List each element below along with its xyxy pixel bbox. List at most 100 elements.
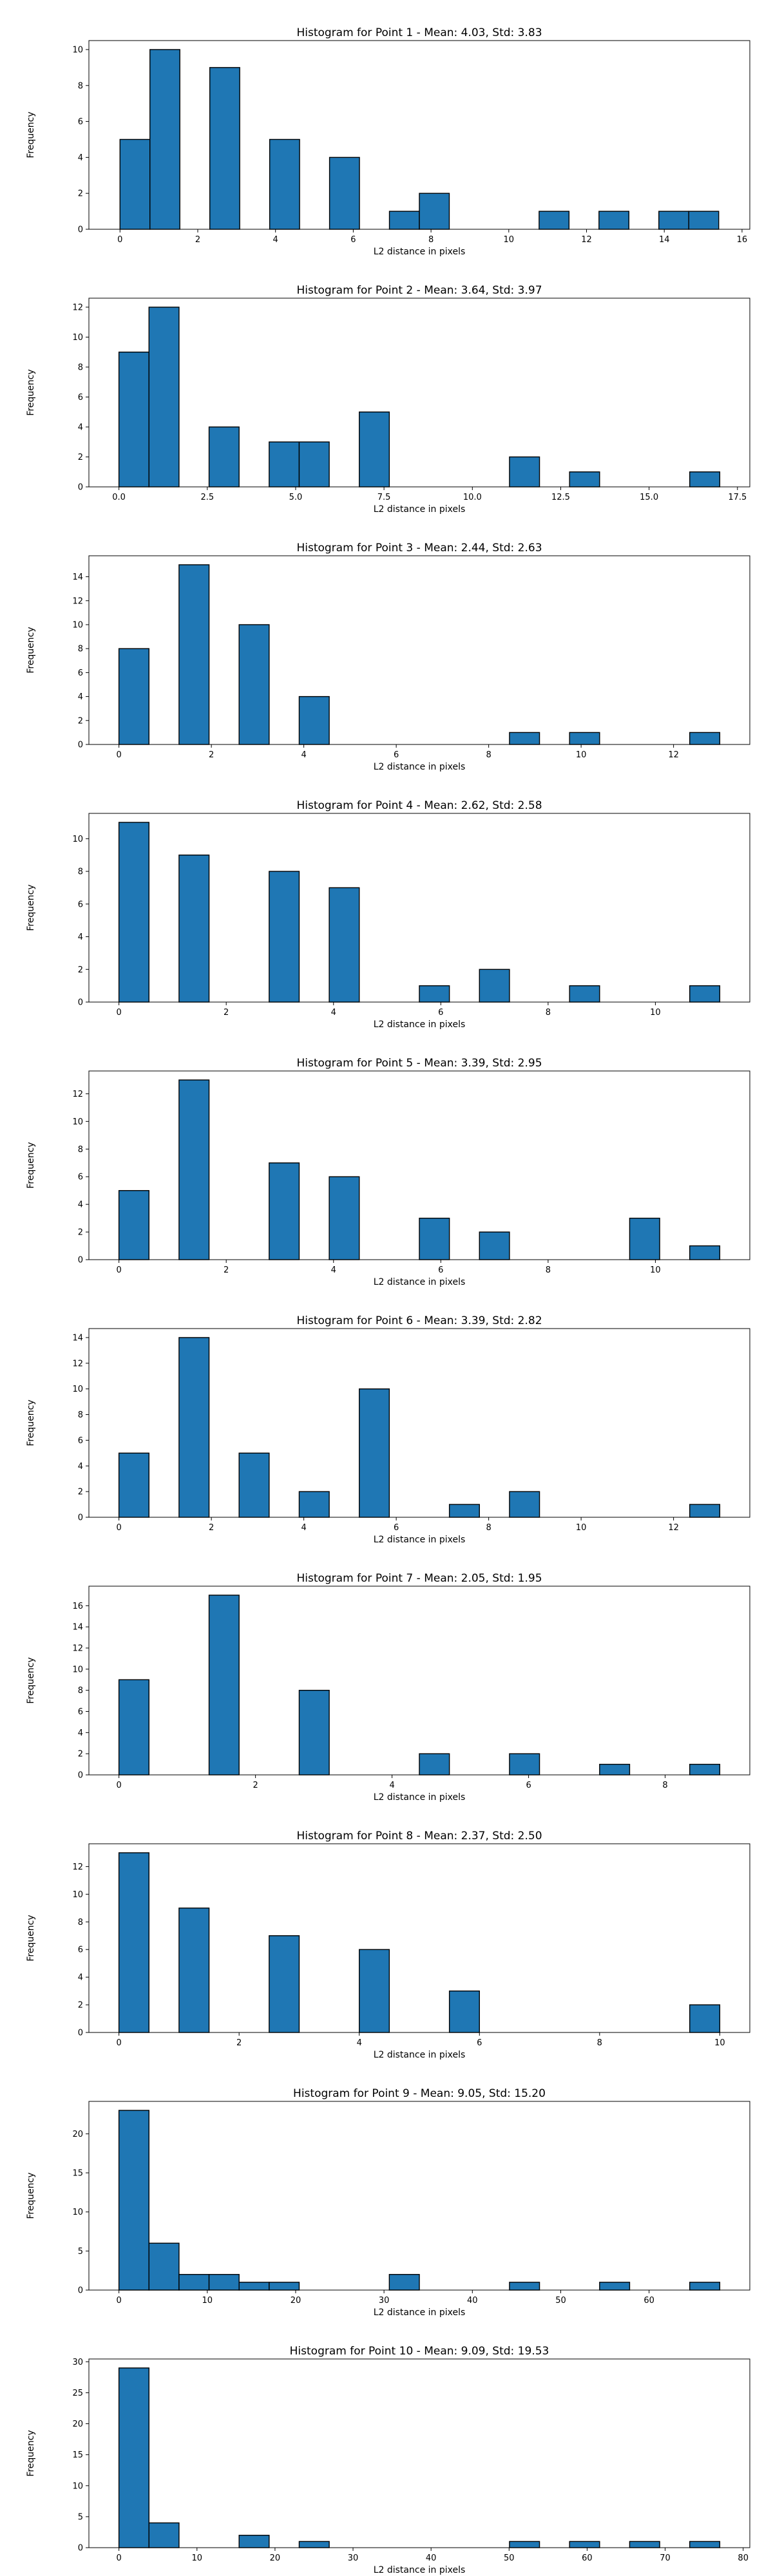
histogram-bar — [689, 1763, 721, 1776]
histogram-bar — [269, 138, 300, 230]
y-tick-label: 0 — [78, 1513, 83, 1523]
histogram-bar — [448, 1504, 480, 1518]
histogram-panel-3: Histogram for Point 3 - Mean: 2.44, Std:… — [26, 542, 750, 772]
histogram-bar — [689, 1245, 721, 1260]
chart-title: Histogram for Point 2 - Mean: 3.64, Std:… — [296, 284, 542, 297]
y-tick-label: 30 — [72, 2358, 83, 2367]
histogram-bar — [509, 2282, 540, 2291]
y-tick-label: 6 — [78, 1436, 83, 1446]
histogram-bar — [689, 2541, 721, 2548]
y-tick-label: 10 — [72, 1385, 83, 1394]
histogram-bar — [208, 1595, 240, 1776]
plot-frame — [88, 2358, 750, 2548]
x-tick-label: 14 — [659, 235, 670, 245]
histogram-bar — [269, 871, 300, 1003]
histogram-bar — [479, 969, 510, 1003]
x-tick-label: 2 — [209, 750, 214, 760]
histogram-bar — [149, 49, 180, 230]
plot-frame — [88, 1843, 750, 2033]
y-tick-label: 8 — [78, 81, 83, 91]
x-tick-label: 20 — [291, 2296, 301, 2306]
y-tick-label: 5 — [78, 2512, 83, 2522]
histogram-panel-6: Histogram for Point 6 - Mean: 3.39, Std:… — [26, 1314, 750, 1545]
y-tick-label: 6 — [78, 900, 83, 909]
histogram-bar — [329, 156, 360, 230]
histogram-bar — [148, 2522, 180, 2548]
y-tick-label: 6 — [78, 1173, 83, 1182]
y-tick-label: 6 — [78, 117, 83, 127]
y-tick-label: 10 — [72, 2208, 83, 2217]
y-tick-label: 12 — [72, 1862, 83, 1872]
y-tick-label: 5 — [78, 2247, 83, 2257]
x-tick-label: 10 — [650, 1265, 661, 1275]
x-tick-label: 4 — [357, 2038, 362, 2048]
plot-frame — [88, 1586, 750, 1776]
x-tick-label: 10 — [191, 2553, 202, 2563]
x-tick-label: 6 — [394, 1523, 399, 1533]
chart-title: Histogram for Point 3 - Mean: 2.44, Std:… — [296, 542, 542, 554]
histogram-bar — [238, 2535, 270, 2548]
y-tick-label: 0 — [78, 2029, 83, 2038]
y-tick-label: 12 — [72, 1090, 83, 1099]
y-axis-label: Frequency — [26, 1657, 36, 1703]
histogram-bar — [118, 1189, 149, 1260]
x-tick-label: 4 — [301, 1523, 306, 1533]
histogram-bar — [148, 2242, 180, 2291]
y-tick-label: 0 — [78, 2544, 83, 2553]
histogram-bar — [509, 456, 540, 488]
chart-title: Histogram for Point 9 - Mean: 9.05, Std:… — [293, 2087, 546, 2100]
y-axis-label: Frequency — [26, 884, 36, 931]
chart-title: Histogram for Point 8 - Mean: 2.37, Std:… — [296, 1830, 542, 1842]
x-axis-label: L2 distance in pixels — [374, 2565, 466, 2575]
histogram-bar — [119, 138, 151, 230]
y-tick-label: 8 — [78, 1145, 83, 1155]
x-tick-label: 50 — [504, 2553, 515, 2563]
histogram-bar — [599, 1763, 631, 1776]
y-tick-label: 2 — [78, 1750, 83, 1759]
histogram-panel-9: Histogram for Point 9 - Mean: 9.05, Std:… — [26, 2087, 750, 2318]
y-tick-label: 6 — [78, 1707, 83, 1717]
x-tick-label: 4 — [389, 1781, 394, 1790]
histogram-bar — [689, 2004, 721, 2033]
x-tick-label: 8 — [428, 235, 434, 245]
histogram-bar — [419, 985, 450, 1003]
histogram-bar — [269, 1935, 300, 2033]
y-tick-label: 2 — [78, 189, 83, 199]
histogram-bar — [178, 1337, 210, 1518]
y-tick-label: 14 — [72, 573, 83, 582]
histogram-bar — [448, 1990, 480, 2033]
y-tick-label: 10 — [72, 333, 83, 343]
histogram-bar — [539, 211, 570, 230]
y-tick-label: 16 — [72, 1602, 83, 1611]
histogram-bar — [359, 412, 390, 488]
y-axis-label: Frequency — [26, 1915, 36, 1961]
x-tick-label: 12 — [581, 235, 592, 245]
x-axis-label: L2 distance in pixels — [374, 1792, 466, 1803]
histogram-bar — [509, 1753, 540, 1776]
y-tick-label: 2 — [78, 1228, 83, 1238]
chart-title: Histogram for Point 5 - Mean: 3.39, Std:… — [296, 1057, 542, 1070]
y-tick-label: 14 — [72, 1333, 83, 1343]
histogram-bar — [269, 1162, 300, 1260]
y-tick-label: 12 — [72, 596, 83, 606]
y-tick-label: 4 — [78, 692, 83, 702]
y-tick-label: 20 — [72, 2420, 83, 2429]
histogram-panel-8: Histogram for Point 8 - Mean: 2.37, Std:… — [26, 1830, 750, 2060]
histogram-bar — [329, 1176, 360, 1260]
plot-frame — [88, 555, 750, 745]
y-tick-label: 2 — [78, 2001, 83, 2011]
y-tick-label: 4 — [78, 1200, 83, 1210]
x-tick-label: 0 — [116, 2553, 121, 2563]
x-tick-label: 10 — [714, 2038, 725, 2048]
y-tick-label: 10 — [72, 45, 83, 55]
x-tick-label: 8 — [597, 2038, 602, 2048]
x-tick-label: 10.0 — [463, 493, 482, 502]
histogram-bar — [479, 1231, 510, 1260]
histogram-bar — [118, 2367, 149, 2548]
histogram-bar — [118, 2110, 149, 2291]
x-tick-label: 10 — [202, 2296, 213, 2306]
x-tick-label: 6 — [438, 1265, 443, 1275]
y-tick-label: 8 — [78, 363, 83, 372]
histogram-bar — [298, 1491, 330, 1518]
